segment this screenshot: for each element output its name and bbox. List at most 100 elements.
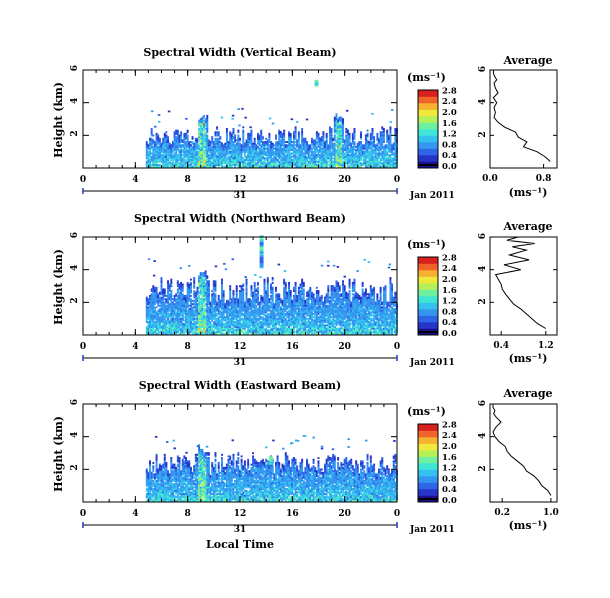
- heatmap-cell: [181, 312, 184, 315]
- heatmap-cell: [340, 142, 343, 145]
- heatmap-cell: [299, 152, 302, 155]
- heatmap-cell: [278, 137, 281, 140]
- heatmap-cell: [188, 312, 191, 315]
- heatmap-cell: [178, 299, 181, 302]
- heatmap-cell: [212, 317, 215, 320]
- heatmap-cell: [188, 155, 191, 158]
- heatmap-cell: [214, 139, 217, 142]
- heatmap-cell: [173, 312, 176, 315]
- heatmap-cell: [273, 162, 276, 165]
- heatmap-cell: [229, 293, 232, 296]
- heatmap-cell: [155, 321, 158, 324]
- heatmap-cell: [225, 144, 228, 147]
- heatmap-cell: [239, 139, 241, 142]
- heatmap-cell: [265, 322, 268, 325]
- heatmap-cell: [266, 330, 269, 333]
- heatmap-cell: [319, 163, 322, 166]
- heatmap-cell: [189, 299, 192, 302]
- heatmap-cell: [221, 303, 223, 306]
- heatmap-cell: [198, 317, 201, 320]
- heatmap-cell: [252, 322, 255, 325]
- heatmap-cell: [212, 150, 215, 153]
- heatmap-cell: [244, 116, 247, 119]
- heatmap-cell: [242, 330, 245, 333]
- heatmap-cell: [155, 142, 158, 145]
- heatmap-cell: [193, 285, 196, 288]
- heatmap-cell: [232, 290, 235, 293]
- heatmap-cell: [306, 163, 309, 166]
- heatmap-cell: [279, 145, 282, 148]
- heatmap-cell: [279, 159, 282, 161]
- heatmap-cell: [158, 141, 161, 143]
- heatmap-cell: [268, 134, 271, 137]
- heatmap-cell: [250, 293, 253, 296]
- heatmap-cell: [345, 160, 348, 163]
- heatmap-cell: [221, 144, 223, 147]
- heatmap-cell: [162, 330, 165, 333]
- heatmap-cell: [368, 163, 371, 166]
- heatmap-cell: [216, 312, 219, 315]
- heatmap-cell: [186, 326, 189, 328]
- heatmap-cell: [181, 163, 184, 166]
- heatmap-cell: [230, 309, 233, 312]
- colorbar: 0.00.40.81.21.62.02.42.8: [417, 86, 457, 172]
- heatmap-cell: [171, 303, 174, 306]
- heatmap-cell: [257, 326, 259, 328]
- heatmap-cell: [201, 121, 204, 124]
- heatmap-cell: [185, 308, 187, 310]
- heatmap-cell: [225, 147, 228, 150]
- heatmap-cell: [157, 159, 160, 161]
- heatmap-cell: [204, 131, 207, 134]
- heatmap-cell: [181, 293, 184, 296]
- heatmap-cell: [212, 144, 215, 147]
- heatmap-cell: [145, 298, 148, 301]
- heatmap-cell: [242, 299, 245, 302]
- heatmap-cell: [319, 150, 322, 153]
- heatmap-cell: [194, 301, 197, 304]
- heatmap-cell: [240, 329, 243, 332]
- heatmap-cell: [219, 136, 222, 139]
- heatmap-cell: [178, 144, 181, 147]
- heatmap-cell: [242, 134, 245, 137]
- heatmap-cell: [214, 298, 217, 301]
- heatmap-cell: [253, 332, 256, 335]
- heatmap-cell: [301, 129, 304, 132]
- heatmap-cell: [219, 327, 222, 330]
- heatmap-cell: [149, 139, 152, 142]
- heatmap-cell: [260, 321, 263, 324]
- heatmap-cell: [155, 145, 158, 148]
- heatmap-cell: [189, 314, 192, 317]
- heatmap-cell: [237, 159, 240, 161]
- heatmap-cell: [162, 326, 165, 328]
- heatmap-cell: [301, 159, 304, 161]
- heatmap-cell: [364, 142, 367, 145]
- heatmap-cell: [261, 150, 264, 153]
- heatmap-cell: [283, 149, 286, 152]
- heatmap-cell: [217, 330, 220, 333]
- heatmap-cell: [186, 316, 189, 319]
- heatmap-cell: [333, 145, 336, 148]
- heatmap-cell: [294, 165, 297, 168]
- heatmap-cell: [276, 152, 279, 155]
- heatmap-cell: [230, 327, 233, 330]
- heatmap-cell: [237, 141, 240, 143]
- heatmap-cell: [271, 157, 274, 160]
- heatmap-cell: [180, 159, 183, 161]
- heatmap-cell: [203, 329, 205, 332]
- heatmap-cell: [219, 152, 222, 155]
- heatmap-cell: [389, 160, 392, 163]
- heatmap-cell: [216, 160, 219, 163]
- heatmap-cell: [368, 157, 371, 160]
- heatmap-cell: [345, 154, 348, 157]
- heatmap-cell: [227, 155, 230, 158]
- heatmap-cell: [255, 304, 258, 307]
- heatmap-cell: [384, 152, 387, 155]
- heatmap-cell: [212, 311, 215, 314]
- heatmap-cell: [353, 162, 356, 165]
- heatmap-cell: [234, 137, 237, 140]
- heatmap-cell: [335, 129, 338, 132]
- heatmap-cell: [183, 144, 186, 147]
- heatmap-cell: [261, 306, 264, 309]
- heatmap-cell: [232, 162, 235, 165]
- heatmap-cell: [201, 149, 204, 152]
